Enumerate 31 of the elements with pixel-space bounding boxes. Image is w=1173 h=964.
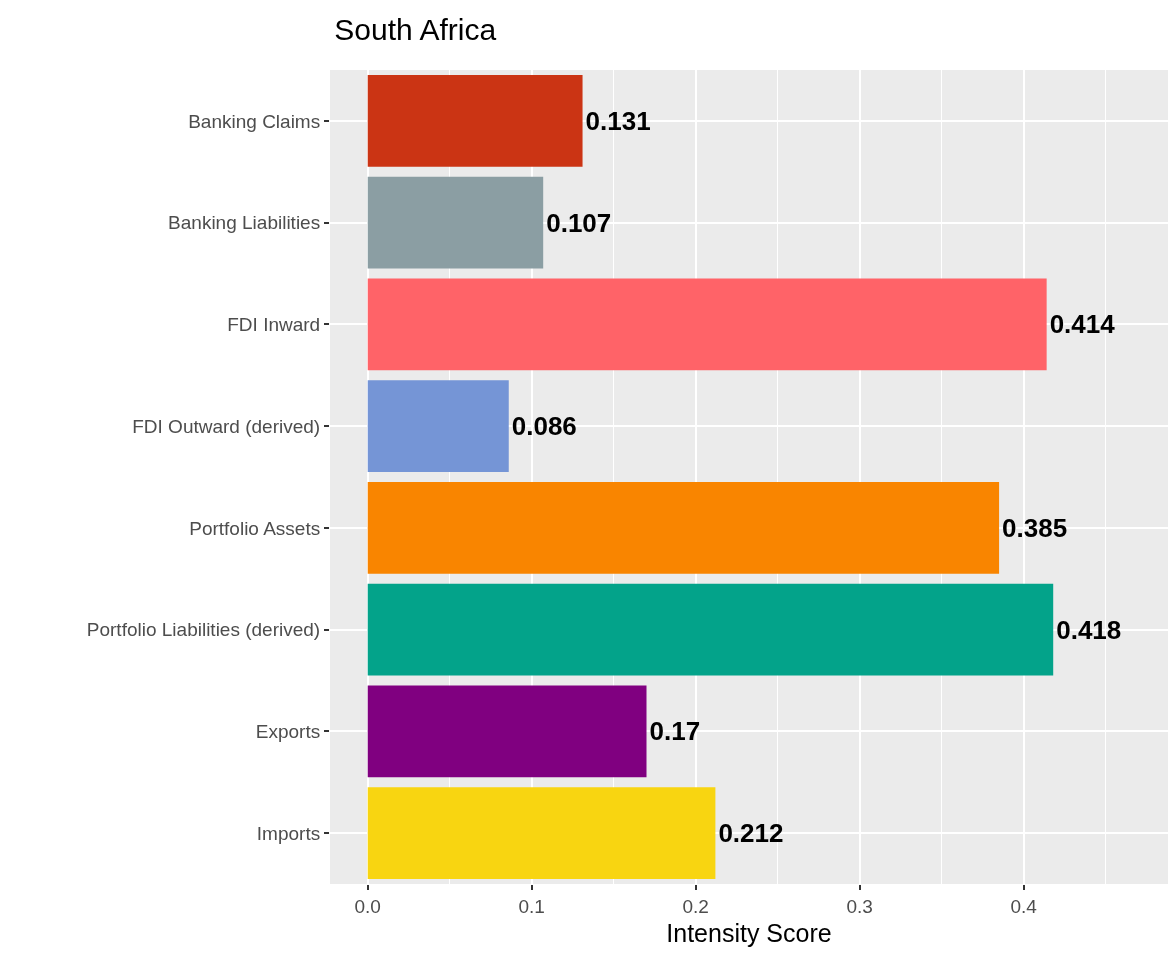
data-label: 0.212 bbox=[718, 818, 784, 849]
data-label: 0.418 bbox=[1056, 614, 1122, 645]
y-tick-label: Imports bbox=[256, 822, 321, 844]
bar bbox=[367, 685, 647, 778]
x-tick-label: 0.2 bbox=[682, 895, 709, 917]
bar bbox=[367, 278, 1047, 371]
y-tick-label: Banking Claims bbox=[188, 110, 321, 132]
data-label: 0.086 bbox=[511, 411, 577, 442]
x-tick-label: 0.3 bbox=[846, 895, 873, 917]
bar bbox=[367, 176, 544, 269]
x-tick-label: 0.4 bbox=[1010, 895, 1038, 917]
bar bbox=[367, 75, 583, 167]
y-tick-label: Exports bbox=[255, 721, 321, 743]
bar bbox=[367, 787, 716, 879]
x-axis-title: Intensity Score bbox=[666, 918, 832, 947]
data-label: 0.385 bbox=[1002, 512, 1068, 543]
bar bbox=[367, 482, 1000, 574]
data-label: 0.131 bbox=[585, 105, 651, 136]
y-tick-label: Portfolio Assets bbox=[189, 517, 321, 539]
data-label: 0.17 bbox=[649, 716, 701, 747]
x-tick-label: 0.1 bbox=[518, 895, 545, 917]
data-label: 0.107 bbox=[546, 207, 612, 238]
chart-title: South Africa bbox=[334, 13, 497, 47]
data-label: 0.414 bbox=[1049, 309, 1116, 340]
y-tick-label: Portfolio Liabilities (derived) bbox=[86, 619, 321, 641]
y-tick-label: FDI Outward (derived) bbox=[132, 415, 321, 437]
bar bbox=[367, 380, 509, 472]
x-tick-label: 0.0 bbox=[354, 895, 381, 917]
y-tick-label: FDI Inward bbox=[227, 314, 321, 336]
bar bbox=[367, 583, 1054, 676]
y-tick-label: Banking Liabilities bbox=[168, 212, 321, 234]
